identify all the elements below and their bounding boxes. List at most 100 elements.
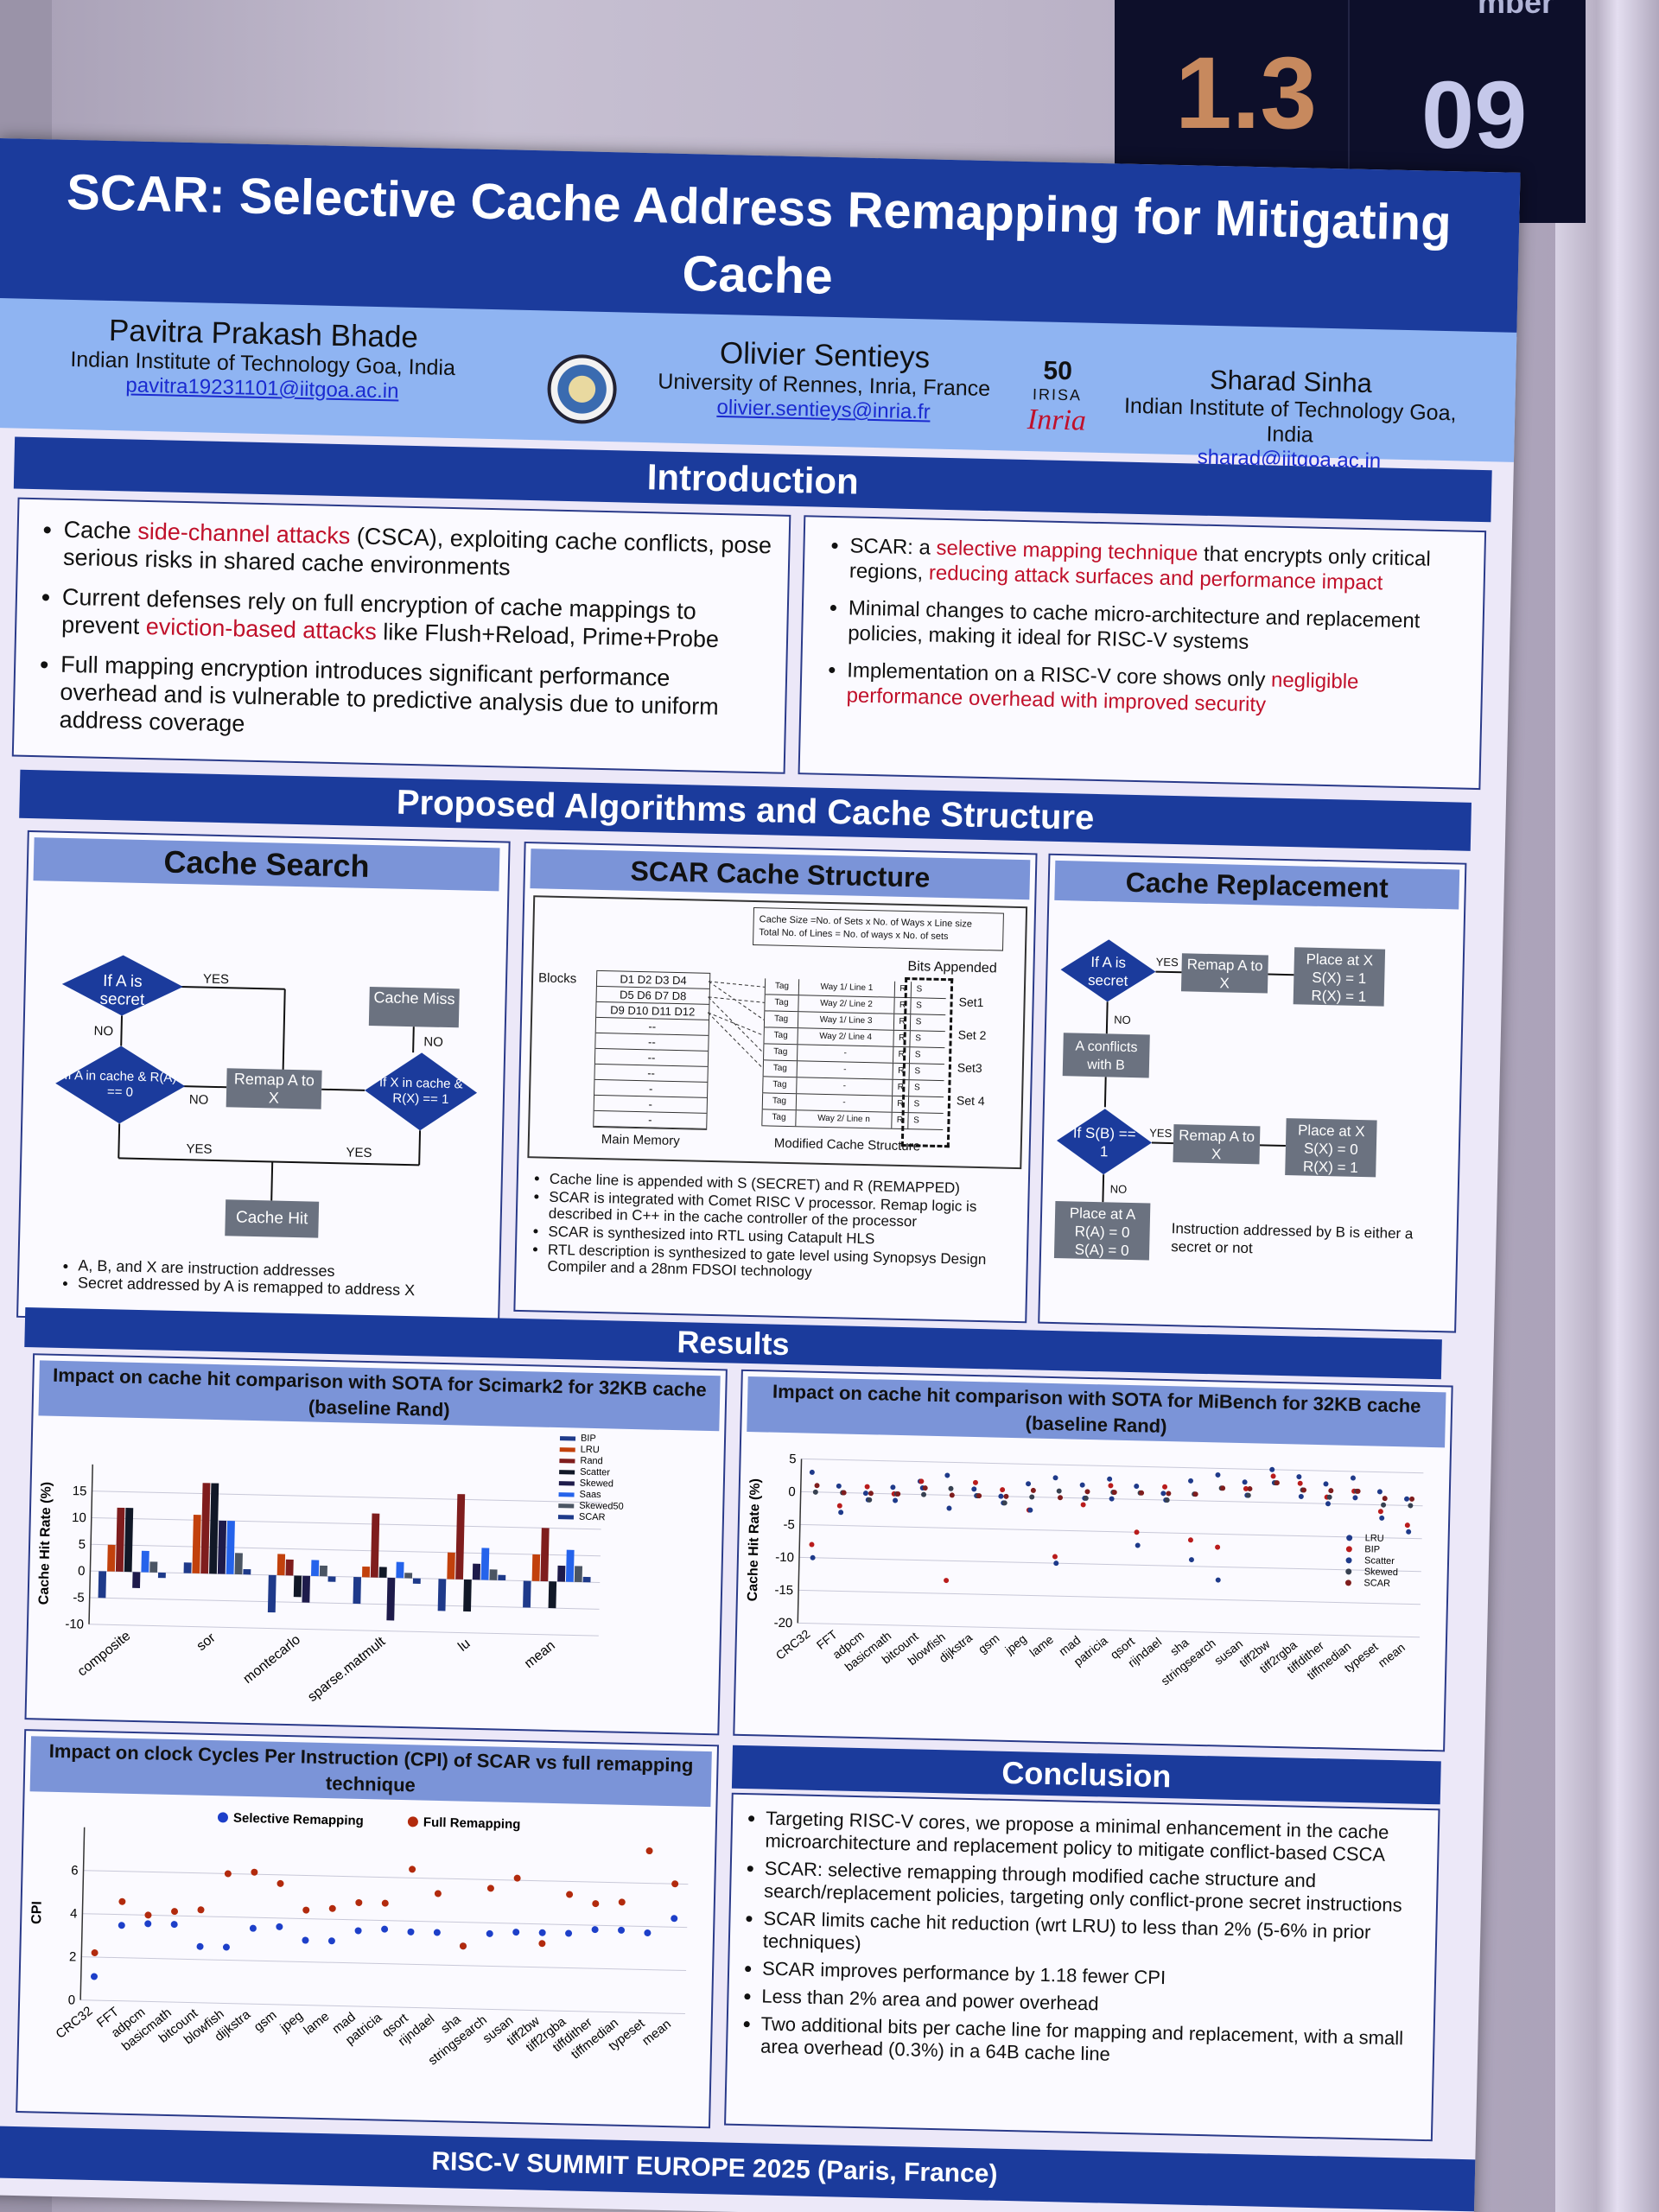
bar-saas xyxy=(565,1549,575,1582)
point-bip xyxy=(1162,1484,1168,1490)
intro-right-item-2: Minimal changes to cache micro-architect… xyxy=(848,595,1471,659)
legend-marker xyxy=(1346,1535,1353,1541)
search-decision-3 xyxy=(365,1052,478,1131)
point-selective-remapping xyxy=(486,1929,493,1937)
point-scatter xyxy=(1188,1557,1194,1563)
point-lru xyxy=(1242,1479,1248,1485)
point-bip xyxy=(1297,1480,1303,1486)
point-scar xyxy=(949,1492,955,1498)
point-scatter xyxy=(893,1497,899,1503)
conclusion-item-3: SCAR limits cache hit reduction (wrt LRU… xyxy=(763,1908,1427,1967)
point-selective-remapping xyxy=(222,1943,230,1951)
x-tick-label: mean xyxy=(1376,1640,1408,1669)
point-skewed xyxy=(867,1497,873,1503)
search-hit-label: Cache Hit xyxy=(235,1208,308,1229)
iit-goa-logo-icon xyxy=(546,353,618,425)
point-scar xyxy=(1220,1485,1226,1491)
y-tick-label: -20 xyxy=(773,1616,792,1630)
point-scatter xyxy=(810,1554,816,1560)
gridline xyxy=(83,1870,689,1885)
bar-scar xyxy=(582,1576,591,1583)
point-skewed xyxy=(1245,1492,1251,1498)
y-axis-label: Cache Hit Rate (%) xyxy=(746,1478,763,1602)
replace-place-box-2 xyxy=(1285,1118,1377,1178)
point-full-remapping xyxy=(197,1906,205,1914)
point-scar xyxy=(814,1483,820,1489)
point-full-remapping xyxy=(486,1885,494,1892)
legend-marker xyxy=(559,1459,575,1464)
bar-skewed xyxy=(132,1572,141,1588)
y-axis-label: Cache Hit Rate (%) xyxy=(37,1482,54,1605)
legend-entry: Skewed xyxy=(1364,1567,1398,1578)
legend-marker xyxy=(1345,1557,1352,1564)
point-scar xyxy=(976,1493,982,1499)
bar-skewed xyxy=(217,1520,227,1574)
point-full-remapping xyxy=(566,1891,574,1898)
point-bip xyxy=(1377,1509,1383,1515)
y-tick-label: 0 xyxy=(68,1993,76,2007)
legend-entry: Full Remapping xyxy=(423,1815,521,1833)
point-scar xyxy=(1030,1487,1036,1493)
gridline xyxy=(81,1956,687,1972)
gridline xyxy=(88,1624,599,1637)
x-tick-label: gsm xyxy=(976,1631,1002,1656)
point-scar xyxy=(1139,1490,1145,1496)
point-full-remapping xyxy=(328,1904,336,1912)
intro-left-item-3: Full mapping encryption introduces signi… xyxy=(59,651,773,750)
bar-bip xyxy=(98,1571,107,1599)
conclusion-box: Targeting RISC-V cores, we propose a min… xyxy=(724,1792,1440,2142)
x-tick-label: lu xyxy=(455,1637,473,1655)
point-full-remapping xyxy=(645,1847,653,1855)
point-scar xyxy=(1382,1496,1388,1502)
legend-marker xyxy=(1345,1568,1352,1575)
y-tick-label: -5 xyxy=(73,1591,85,1605)
point-selective-remapping xyxy=(618,1926,626,1934)
bar-lru xyxy=(531,1554,541,1581)
bar-scar xyxy=(498,1574,506,1581)
bar-saas xyxy=(480,1548,490,1580)
point-scar xyxy=(1166,1491,1172,1497)
replace-yes-1: YES xyxy=(1155,955,1179,969)
point-scatter xyxy=(1053,1560,1059,1567)
gridline xyxy=(798,1622,1421,1638)
irisa-logo-icon: 50 IRISA Inria xyxy=(1008,356,1105,438)
search-yes-3: YES xyxy=(346,1145,372,1161)
point-selective-remapping xyxy=(538,1929,546,1936)
legend-entry: SCAR xyxy=(1363,1578,1390,1589)
point-scatter xyxy=(1215,1577,1221,1583)
x-tick-label: sor xyxy=(194,1630,219,1655)
bar-skewed50 xyxy=(489,1569,498,1580)
search-cache-miss-box xyxy=(368,986,460,1028)
algorithms-heading: Proposed Algorithms and Cache Structure xyxy=(396,783,1095,837)
bar-skewed xyxy=(302,1575,311,1603)
x-tick-label: jpeg xyxy=(1001,1631,1028,1657)
y-axis xyxy=(797,1459,803,1624)
structure-main-memory-label: Main Memory xyxy=(601,1132,680,1149)
bar-scatter xyxy=(548,1581,557,1609)
point-scatter xyxy=(1298,1493,1304,1499)
replace-place-label-2: Place at X S(X) = 0 R(X) = 1 xyxy=(1297,1122,1365,1176)
replace-place-box-1 xyxy=(1293,947,1386,1007)
legend-entry: Scatter xyxy=(580,1467,610,1478)
point-bip xyxy=(1187,1537,1193,1543)
legend-marker xyxy=(559,1436,576,1441)
legend-marker xyxy=(559,1447,575,1452)
point-full-remapping xyxy=(459,1942,467,1950)
point-scar xyxy=(1192,1491,1198,1497)
point-bip xyxy=(1243,1485,1249,1491)
point-lru xyxy=(998,1493,1004,1499)
point-lru xyxy=(890,1484,896,1491)
point-bip xyxy=(1215,1544,1221,1550)
bar-saas xyxy=(141,1550,149,1573)
gridline xyxy=(798,1556,1421,1573)
legend-marker xyxy=(1345,1546,1352,1553)
point-full-remapping xyxy=(118,1897,126,1905)
bar-skewed xyxy=(386,1577,396,1621)
board-number-divider xyxy=(1348,0,1350,223)
point-bip xyxy=(1108,1483,1114,1489)
point-selective-remapping xyxy=(354,1927,362,1935)
point-full-remapping xyxy=(251,1868,258,1876)
y-tick-label: 4 xyxy=(70,1906,78,1921)
search-no-miss: NO xyxy=(423,1034,444,1050)
search-cache-hit-box xyxy=(225,1199,320,1238)
